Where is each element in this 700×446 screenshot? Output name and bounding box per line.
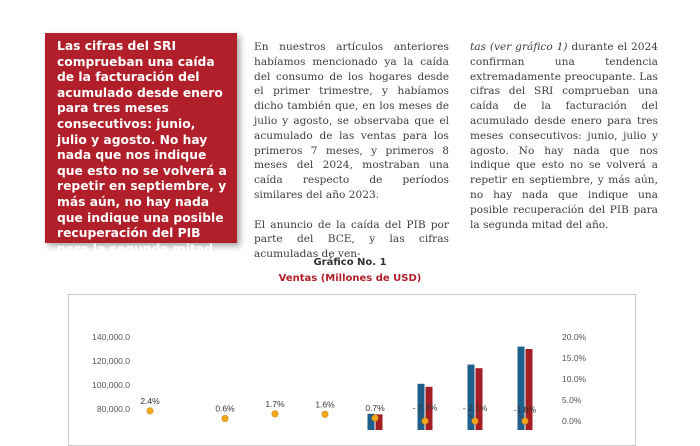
sales-bar [425,386,433,430]
growth-marker [221,414,229,422]
column3-paragraph-text: durante el 2024 confirman una tendencia … [470,41,658,231]
sales-bar [367,413,375,430]
growth-data-label: 0.7% [365,403,385,413]
column3-paragraph-1: tas (ver gráfico 1) durante el 2024 conf… [470,40,658,232]
callout-text: Las cifras del SRI comprueban una caída … [57,39,227,272]
growth-data-label: -1.8% [514,404,537,414]
y2-axis-tick-label: 15.0% [562,353,587,363]
article-column-2: En nuestros artículos anteriores habíamo… [254,40,449,277]
growth-data-label: - 2.1% [463,403,488,413]
y-axis-tick-label: 100,000.0 [92,380,130,390]
growth-data-label: 1.7% [265,399,285,409]
growth-marker [471,417,479,425]
growth-marker [371,414,379,422]
y-axis-tick-label: 120,000.0 [92,356,130,366]
sales-bar [525,349,533,430]
y2-axis-tick-label: 20.0% [562,332,587,342]
y2-axis-tick-label: 10.0% [562,374,587,384]
growth-marker [271,410,279,418]
sales-bar [417,383,425,430]
article-column-3: tas (ver gráfico 1) durante el 2024 conf… [470,40,658,247]
y-axis-tick-label: 140,000.0 [92,332,130,342]
y2-axis-tick-label: 0.0% [562,416,582,426]
growth-marker [146,407,154,415]
chart-reference-link: tas (ver gráfico 1) [470,41,568,53]
y2-axis-tick-label: 5.0% [562,395,582,405]
growth-data-label: 0.6% [215,403,235,413]
chart-frame [68,294,636,446]
growth-marker [321,410,329,418]
growth-marker [521,417,529,425]
y-axis-tick-label: 60,000.0 [97,428,130,430]
growth-data-label: 1.6% [315,399,335,409]
sales-chart: 140,000.0 120,000.0 100,000.0 80,000.0 60,00… [92,332,587,430]
sales-bar [517,346,525,430]
highlight-callout-box: Las cifras del SRI comprueban una caída … [45,33,237,271]
growth-data-label: - 2.3% [413,402,438,412]
y-axis-tick-label: 80,000.0 [97,404,130,414]
sales-bar [467,364,475,430]
column2-paragraph-2: El anuncio de la caída del PIB por parte… [254,218,449,261]
sales-bar [375,414,383,430]
growth-marker [421,417,429,425]
column2-paragraph-1: En nuestros artículos anteriores habíamo… [254,41,449,201]
sales-bar [475,368,483,430]
chart-subtitle: Ventas (Millones de USD) [278,273,422,284]
growth-data-label: 2.4% [140,396,160,406]
chart-title: Gráfico No. 1 [313,257,387,268]
